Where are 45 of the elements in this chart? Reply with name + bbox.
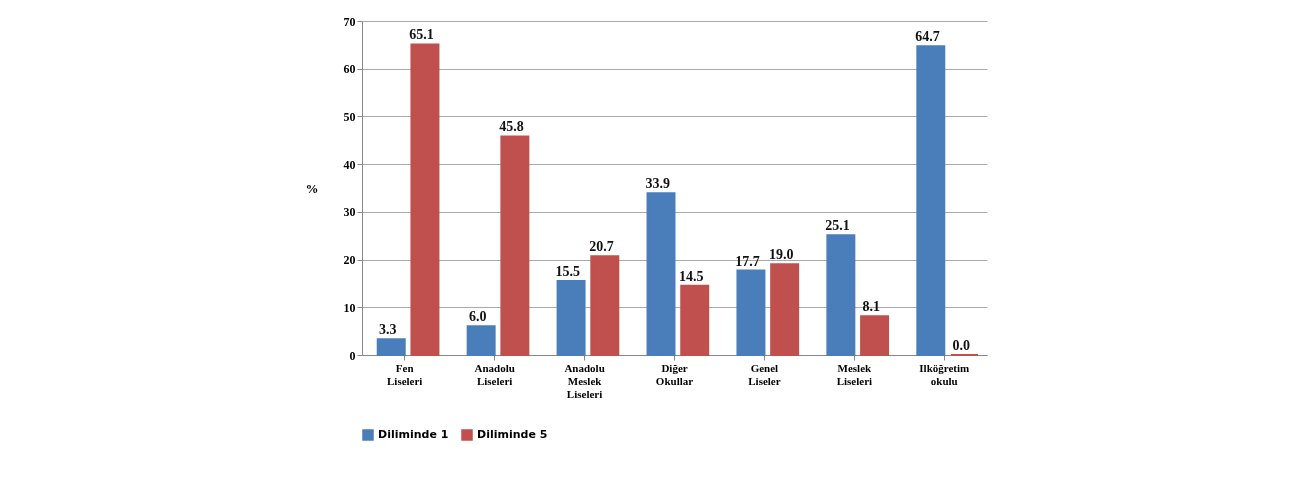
y-tick-label: 40 — [343, 157, 356, 172]
y-tick-label: 0 — [349, 348, 356, 363]
data-label: 45.8 — [499, 119, 524, 135]
data-label: 65.1 — [409, 27, 434, 43]
data-label: 19.0 — [769, 247, 794, 263]
data-label: 64.7 — [915, 29, 940, 45]
bar — [556, 280, 586, 356]
y-tick-label: 30 — [343, 205, 356, 220]
x-tick-label: Meslek Liseleri — [836, 361, 873, 387]
data-label: 8.1 — [862, 299, 880, 315]
bar — [826, 234, 856, 356]
bar — [736, 269, 766, 356]
bar — [410, 43, 440, 356]
bar — [680, 284, 710, 356]
x-tick-label: Anadolu Liseleri — [474, 361, 515, 387]
data-label: 17.7 — [735, 253, 760, 269]
data-label: 0.0 — [952, 338, 970, 353]
x-tick-label: Diğer Okullar — [655, 361, 694, 387]
data-label: 15.5 — [555, 264, 580, 280]
bar — [860, 315, 890, 356]
y-tick-label: 50 — [343, 109, 356, 124]
y-tick-label: 10 — [343, 300, 356, 315]
bar — [646, 192, 676, 356]
y-tick-label: 60 — [343, 62, 356, 77]
bar — [590, 255, 620, 356]
data-label: 25.1 — [825, 218, 850, 234]
y-tick-label: 70 — [343, 14, 356, 29]
y-axis-title: % — [305, 180, 319, 196]
data-label: 33.9 — [645, 176, 670, 192]
data-label: 14.5 — [679, 268, 704, 284]
legend-label: Diliminde 5 — [477, 428, 548, 441]
bar — [770, 263, 800, 356]
y-tick-label: 20 — [343, 253, 356, 268]
bar — [916, 45, 946, 356]
bar — [500, 135, 530, 356]
bar — [376, 338, 406, 356]
x-tick-label: Fen Liseleri — [387, 361, 423, 387]
x-tick-label: Anadolu Meslek Liseleri — [564, 361, 605, 400]
data-label: 20.7 — [589, 239, 614, 255]
bar — [466, 325, 496, 356]
legend-label: Diliminde 1 — [378, 428, 449, 441]
x-tick-label: Ilköğretim okulu — [919, 361, 970, 387]
data-label: 6.0 — [469, 309, 487, 325]
x-tick-label: Genel Liseler — [748, 361, 781, 387]
data-label: 3.3 — [379, 322, 397, 338]
